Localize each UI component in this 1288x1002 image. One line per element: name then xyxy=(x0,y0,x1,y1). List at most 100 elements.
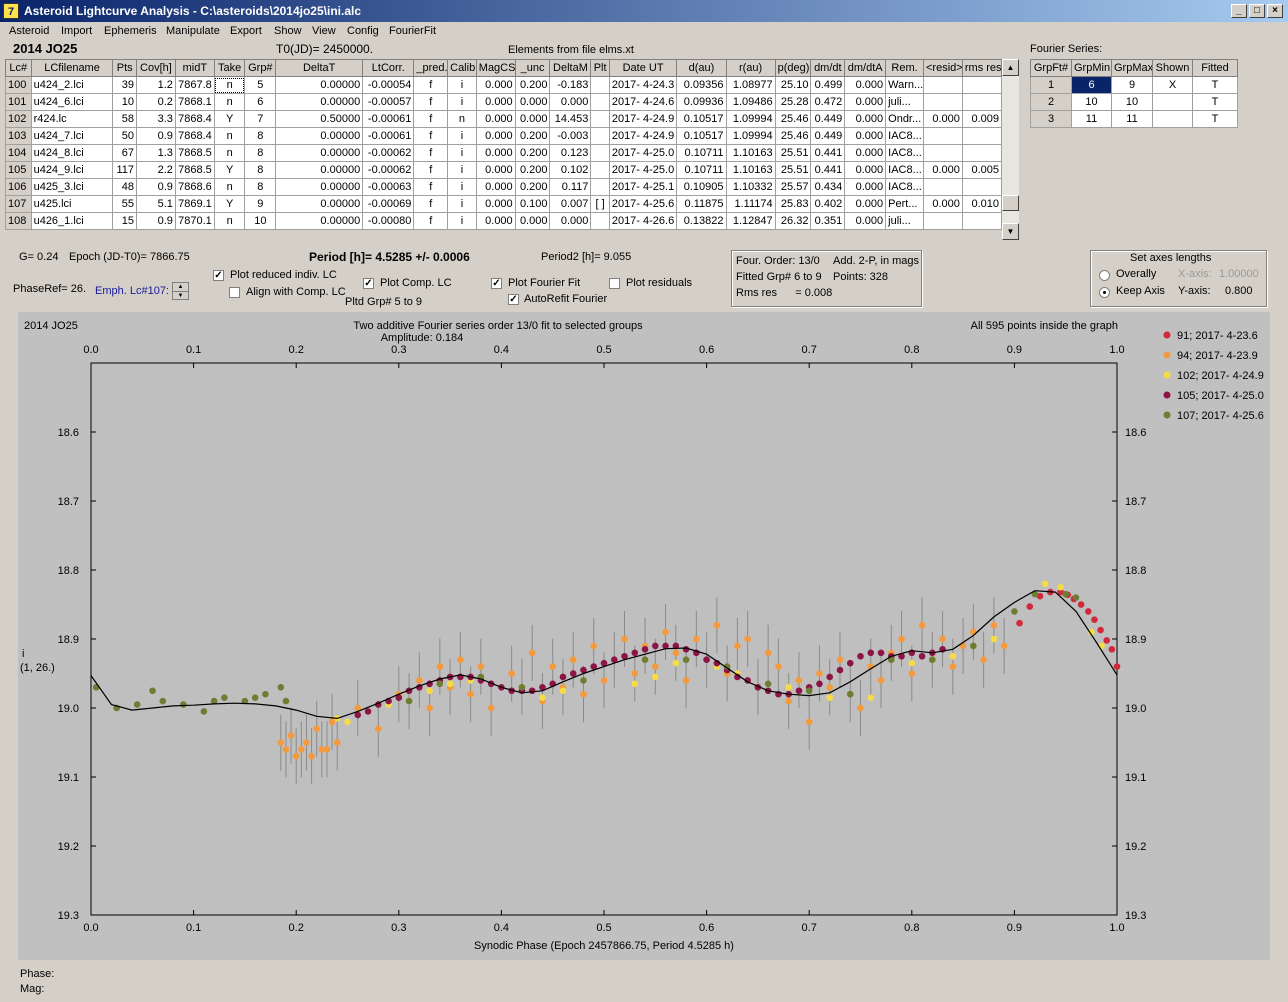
table-cell[interactable]: 2017- 4-25.0 xyxy=(608,161,678,179)
table-cell[interactable] xyxy=(590,110,610,128)
fourier-cell[interactable]: 9 xyxy=(1111,76,1153,94)
table-cell[interactable]: 0.9 xyxy=(136,212,176,230)
table-cell[interactable]: 0.000 xyxy=(844,161,887,179)
table-cell[interactable]: 0.00000 xyxy=(275,195,364,213)
table-row[interactable]: 104 u424_8.lci 67 1.3 7868.5 n 8 0.00000 -0.0006… xyxy=(5,144,1003,162)
table-cell[interactable]: i xyxy=(447,76,477,94)
table-cell[interactable]: 1.08977 xyxy=(725,76,776,94)
table-cell[interactable]: 0.000 xyxy=(549,93,592,111)
table-cell[interactable] xyxy=(590,178,610,196)
table-cell[interactable]: f xyxy=(413,161,449,179)
row-number-cell[interactable]: 106 xyxy=(5,178,32,196)
table-cell[interactable]: 0.200 xyxy=(514,178,551,196)
table-cell[interactable]: IAC8... xyxy=(885,161,924,179)
menu-fourierfit[interactable]: FourierFit xyxy=(389,25,437,37)
table-cell[interactable]: 0.000 xyxy=(549,212,592,230)
plot-comp-checkbox[interactable]: ✓ xyxy=(363,278,374,289)
table-cell[interactable]: n xyxy=(213,212,246,230)
overally-radio[interactable] xyxy=(1099,270,1110,281)
table-cell[interactable]: f xyxy=(413,76,449,94)
table-cell[interactable] xyxy=(923,76,963,94)
table-cell[interactable]: 0.000 xyxy=(475,195,516,213)
table-cell[interactable]: 0.123 xyxy=(549,144,592,162)
table-cell[interactable]: 0.10905 xyxy=(676,178,727,196)
table-cell[interactable]: 7868.4 xyxy=(174,110,215,128)
table-cell[interactable]: i xyxy=(447,127,477,145)
table-cell[interactable]: r424.lc xyxy=(30,110,114,128)
table-cell[interactable]: 25.83 xyxy=(774,195,812,213)
table-cell[interactable]: 0.472 xyxy=(810,93,846,111)
table-cell[interactable] xyxy=(590,76,610,94)
table-row[interactable]: 108 u426_1.lci 15 0.9 7870.1 n 10 0.00000 -0.000… xyxy=(5,212,1003,230)
table-cell[interactable]: 0.007 xyxy=(549,195,592,213)
table-cell[interactable]: 2017- 4-25.0 xyxy=(608,144,678,162)
table-cell[interactable]: 0.000 xyxy=(475,212,516,230)
table-cell[interactable]: n xyxy=(213,76,246,94)
table-cell[interactable]: 0.09936 xyxy=(676,93,727,111)
table-cell[interactable]: f xyxy=(413,127,449,145)
table-cell[interactable]: 0.10711 xyxy=(676,144,727,162)
table-cell[interactable] xyxy=(590,127,610,145)
table-cell[interactable]: 0.00000 xyxy=(275,127,364,145)
fourier-cell[interactable]: 6 xyxy=(1071,76,1112,94)
column-header[interactable]: rms res xyxy=(961,59,1003,77)
table-cell[interactable]: i xyxy=(447,93,477,111)
table-cell[interactable]: 0.000 xyxy=(923,195,963,213)
column-header[interactable]: p(deg) xyxy=(774,59,812,77)
table-cell[interactable]: 7868.5 xyxy=(174,144,215,162)
table-cell[interactable]: 0.000 xyxy=(844,127,887,145)
table-cell[interactable] xyxy=(961,127,1003,145)
fourier-cell[interactable]: T xyxy=(1192,76,1238,94)
table-cell[interactable]: 7868.1 xyxy=(174,93,215,111)
table-cell[interactable]: 0.00000 xyxy=(275,212,364,230)
table-cell[interactable]: 10 xyxy=(112,93,137,111)
fourier-column-header[interactable]: GrpMin xyxy=(1071,59,1112,77)
table-cell[interactable]: n xyxy=(213,127,246,145)
table-cell[interactable]: 0.000 xyxy=(844,76,887,94)
table-row[interactable]: 103 u424_7.lci 50 0.9 7868.4 n 8 0.00000 -0.0006… xyxy=(5,127,1003,145)
x-axis-value[interactable]: 1.00000 xyxy=(1219,268,1259,280)
menu-import[interactable]: Import xyxy=(61,25,93,37)
fourier-row[interactable]: 3 11 11 T xyxy=(1030,110,1238,128)
table-cell[interactable]: 7868.6 xyxy=(174,178,215,196)
table-cell[interactable]: Warn... xyxy=(885,76,924,94)
table-row[interactable]: 102 r424.lc 58 3.3 7868.4 Y 7 0.50000 -0.00061 f n… xyxy=(5,110,1003,128)
table-cell[interactable]: 1.10163 xyxy=(725,144,776,162)
table-cell[interactable]: 0.000 xyxy=(514,93,551,111)
table-cell[interactable] xyxy=(961,144,1003,162)
table-cell[interactable]: 25.57 xyxy=(774,178,812,196)
table-cell[interactable]: 1.10163 xyxy=(725,161,776,179)
column-header[interactable]: MagCS xyxy=(475,59,516,77)
table-cell[interactable]: 0.441 xyxy=(810,161,846,179)
table-row[interactable]: 101 u424_6.lci 10 0.2 7868.1 n 6 0.00000 -0.0005… xyxy=(5,93,1003,111)
table-cell[interactable]: u426_1.lci xyxy=(30,212,114,230)
table-cell[interactable]: 25.28 xyxy=(774,93,812,111)
table-cell[interactable]: u424_6.lci xyxy=(30,93,114,111)
y-axis-value[interactable]: 0.800 xyxy=(1225,285,1253,297)
table-cell[interactable] xyxy=(923,212,963,230)
row-number-cell[interactable]: 108 xyxy=(5,212,32,230)
menu-manipulate[interactable]: Manipulate xyxy=(166,25,220,37)
menu-asteroid[interactable]: Asteroid xyxy=(9,25,50,37)
table-cell[interactable]: u425.lci xyxy=(30,195,114,213)
table-cell[interactable]: 8 xyxy=(244,127,277,145)
table-cell[interactable]: u424_9.lci xyxy=(30,161,114,179)
table-cell[interactable]: 1.09994 xyxy=(725,110,776,128)
table-cell[interactable]: 67 xyxy=(112,144,137,162)
table-cell[interactable]: i xyxy=(447,178,477,196)
table-cell[interactable]: 8 xyxy=(244,178,277,196)
table-cell[interactable]: 0.09356 xyxy=(676,76,727,94)
table-cell[interactable]: 1.3 xyxy=(136,144,176,162)
menu-config[interactable]: Config xyxy=(347,25,379,37)
table-cell[interactable]: 39 xyxy=(112,76,137,94)
fourier-cell[interactable]: 3 xyxy=(1030,110,1072,128)
table-cell[interactable] xyxy=(961,93,1003,111)
table-cell[interactable] xyxy=(961,178,1003,196)
table-cell[interactable]: Pert... xyxy=(885,195,924,213)
table-cell[interactable]: [ ] xyxy=(590,195,610,213)
table-cell[interactable]: 25.46 xyxy=(774,110,812,128)
table-cell[interactable]: i xyxy=(447,144,477,162)
table-cell[interactable]: 9 xyxy=(244,195,277,213)
table-cell[interactable]: 0.00000 xyxy=(275,144,364,162)
table-cell[interactable]: 7868.5 xyxy=(174,161,215,179)
